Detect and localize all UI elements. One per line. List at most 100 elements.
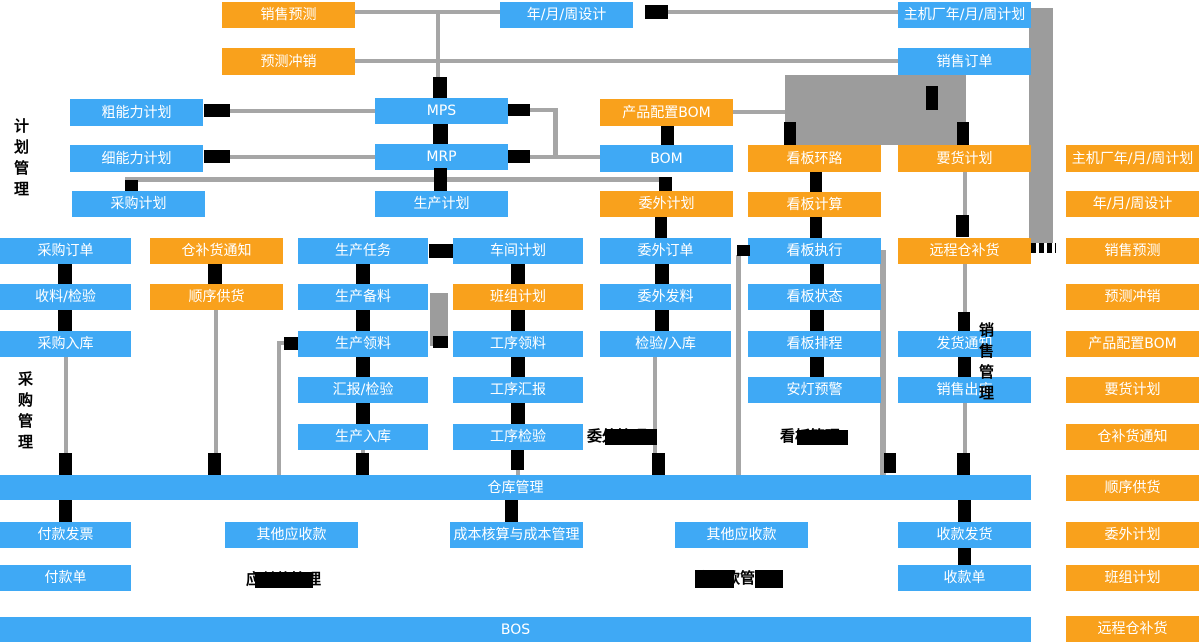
- node-right-team-plan: 班组计划: [1066, 565, 1199, 591]
- connector-stub: [737, 245, 750, 256]
- node-sales-outbound: 销售出库: [898, 377, 1031, 403]
- node-purchase-plan: 采购计划: [72, 191, 205, 217]
- connector-stub: [784, 122, 796, 145]
- redaction-bar: [797, 430, 848, 445]
- connector-stub: [58, 310, 72, 331]
- node-fine-capacity-plan: 细能力计划: [70, 145, 203, 172]
- node-process-material-issue: 工序领料: [453, 331, 583, 357]
- connector-line: [736, 255, 741, 475]
- node-remote-warehouse-replenish: 远程仓补货: [898, 238, 1031, 264]
- connector-line: [668, 10, 898, 14]
- connector-stub: [505, 500, 518, 522]
- connector-stub: [958, 357, 971, 377]
- connector-stub: [810, 310, 824, 331]
- connector-line: [653, 357, 657, 475]
- connector-stub: [58, 264, 72, 284]
- connector-stub: [655, 217, 667, 238]
- group-label-text: 采购管理: [16, 371, 34, 455]
- connector-line: [880, 250, 886, 475]
- node-year-month-week-design: 年/月/周设计: [500, 2, 633, 28]
- connector-stub: [356, 310, 370, 331]
- group-label-outsourcing-management: 委外管理: [587, 427, 657, 445]
- node-collection-slip: 收款单: [898, 565, 1031, 591]
- node-kanban-execution: 看板执行: [748, 238, 881, 264]
- connector-stub: [810, 264, 824, 284]
- connector-stub: [958, 312, 970, 331]
- group-label-receivables-management: 应收款管理: [695, 569, 783, 588]
- node-report-inspection: 汇报/检验: [298, 377, 428, 403]
- connector-stub: [433, 77, 447, 98]
- node-receiving-inspection: 收料/检验: [0, 284, 131, 310]
- node-kanban-loop: 看板环路: [748, 145, 881, 172]
- node-oem-year-month-week-plan: 主机厂年/月/周计划: [898, 2, 1031, 28]
- node-outsourcing-order: 委外订单: [600, 238, 731, 264]
- connector-line: [963, 172, 967, 237]
- connector-line: [214, 310, 218, 475]
- connector-stub: [884, 453, 896, 473]
- connector-shape: [785, 75, 966, 145]
- node-right-remote-warehouse-replenish: 远程仓补货: [1066, 616, 1199, 642]
- node-right-oem-year-month-week-plan: 主机厂年/月/周计划: [1066, 145, 1199, 172]
- connector-stub: [284, 337, 298, 350]
- connector-stub: [810, 217, 822, 238]
- connector-stub: [508, 150, 530, 163]
- connector-line: [436, 12, 440, 78]
- redaction-bar: [695, 570, 734, 588]
- connector-shape: [1029, 8, 1053, 252]
- node-right-forecast-offset: 预测冲销: [1066, 284, 1199, 310]
- connector-stub: [661, 126, 674, 145]
- node-rough-capacity-plan: 粗能力计划: [70, 99, 203, 126]
- group-label-payables-management: 应付款管理: [246, 570, 321, 588]
- node-right-outsourcing-plan: 委外计划: [1066, 522, 1199, 548]
- connector-line: [125, 177, 668, 182]
- connector-stub: [956, 215, 969, 237]
- connector-stub: [59, 500, 72, 522]
- connector-stub: [810, 357, 824, 377]
- connector-stub: [511, 403, 525, 424]
- connector-stub: [204, 150, 230, 163]
- connector-stub-dashed: [1031, 243, 1056, 253]
- connector-stub: [356, 453, 369, 475]
- node-right-warehouse-replenish-notice: 仓补货通知: [1066, 424, 1199, 450]
- connector-line: [64, 357, 68, 475]
- connector-line: [553, 108, 558, 159]
- connector-stub: [433, 336, 448, 348]
- node-warehouse-management-bar: 仓库管理: [0, 475, 1031, 500]
- connector-line: [230, 155, 375, 159]
- connector-stub: [511, 450, 524, 470]
- connector-stub: [434, 168, 447, 191]
- node-right-sales-forecast: 销售预测: [1066, 238, 1199, 264]
- connector-line: [355, 59, 898, 63]
- connector-stub: [356, 264, 370, 284]
- node-right-sequence-supply: 顺序供货: [1066, 475, 1199, 501]
- connector-stub: [125, 180, 138, 191]
- node-production-task: 生产任务: [298, 238, 428, 264]
- node-outsourcing-plan: 委外计划: [600, 191, 733, 217]
- node-production-inbound: 生产入库: [298, 424, 428, 450]
- connector-shape: [430, 293, 448, 346]
- connector-stub: [511, 357, 525, 377]
- node-workshop-plan: 车间计划: [453, 238, 583, 264]
- group-label-text: 计划管理: [12, 118, 30, 202]
- node-payment-slip: 付款单: [0, 565, 131, 591]
- node-collection-delivery: 收款发货: [898, 522, 1031, 548]
- node-bos-bar: BOS: [0, 617, 1031, 642]
- node-inspection-inbound: 检验/入库: [600, 331, 731, 357]
- node-production-plan: 生产计划: [375, 191, 508, 217]
- connector-line: [963, 262, 967, 331]
- connector-stub: [659, 177, 672, 191]
- connector-line: [277, 341, 281, 475]
- node-kanban-calculation: 看板计算: [748, 192, 881, 217]
- connector-stub: [655, 264, 669, 284]
- node-production-material-issue: 生产领料: [298, 331, 428, 357]
- connector-stub: [957, 453, 970, 475]
- node-team-plan: 班组计划: [453, 284, 583, 310]
- node-delivery-requirement-plan: 要货计划: [898, 145, 1031, 172]
- connector-stub: [208, 453, 221, 475]
- node-right-year-month-week-design: 年/月/周设计: [1066, 191, 1199, 217]
- connector-line: [530, 108, 557, 112]
- connector-stub: [511, 310, 525, 331]
- node-product-config-bom: 产品配置BOM: [600, 99, 733, 126]
- node-cost-accounting: 成本核算与成本管理: [450, 522, 583, 548]
- connector-stub: [508, 104, 530, 116]
